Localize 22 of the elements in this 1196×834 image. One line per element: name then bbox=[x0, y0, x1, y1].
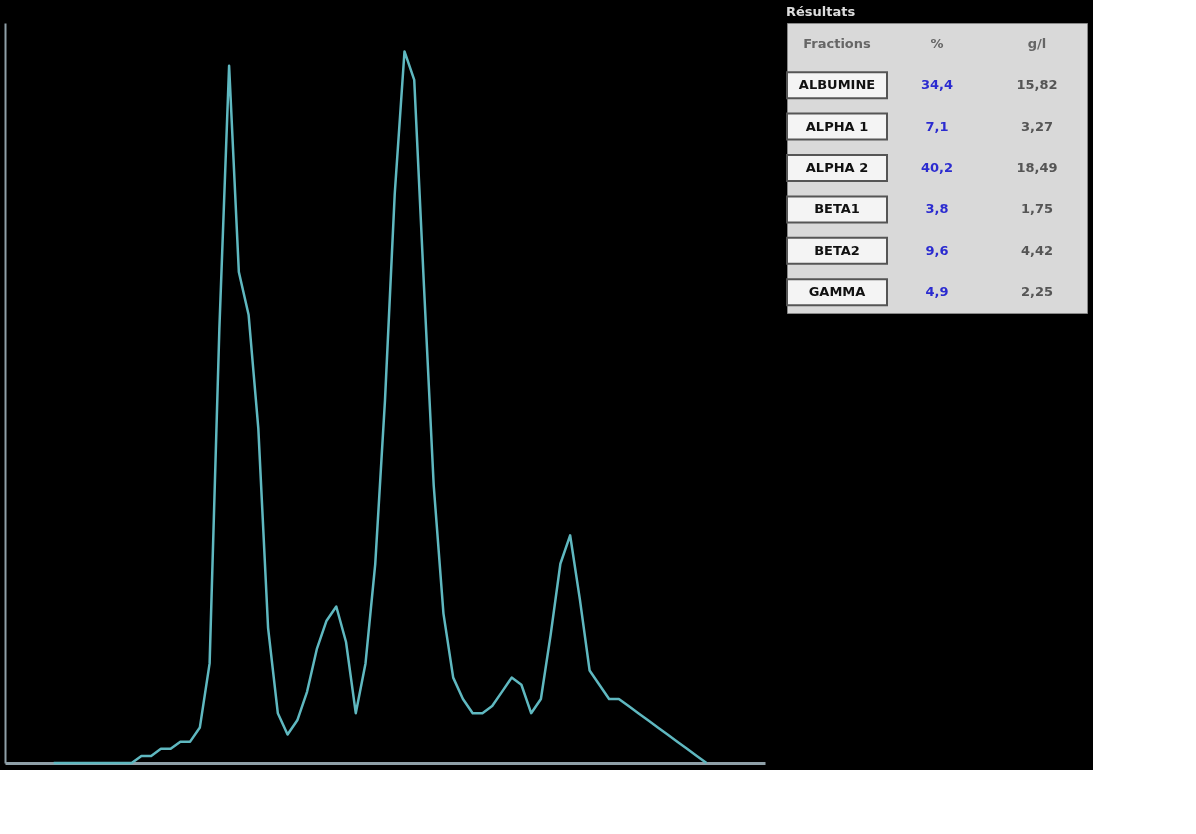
data-label: 4,42 bbox=[1020, 242, 1054, 258]
data-label: 1,75 bbox=[1020, 201, 1054, 217]
data-label: 2,25 bbox=[1020, 284, 1054, 300]
category-label: ALPHA 2 bbox=[805, 160, 869, 175]
data-label: 34,4 bbox=[920, 77, 954, 93]
data-label: 3,8 bbox=[925, 201, 949, 217]
category-label: GAMMA bbox=[808, 284, 866, 300]
data-label: 40,2 bbox=[920, 160, 954, 175]
data-label: 15,82 bbox=[1016, 77, 1058, 93]
category-label: ALPHA 1 bbox=[805, 118, 869, 134]
data-label: 7,1 bbox=[925, 118, 949, 134]
data-label: 4,9 bbox=[925, 284, 949, 300]
category-label: BETA2 bbox=[814, 242, 860, 258]
text: Fractions bbox=[803, 35, 872, 51]
category-label: ALBUMINE bbox=[798, 77, 876, 93]
category-label: BETA1 bbox=[814, 201, 860, 217]
text: Résultats bbox=[786, 4, 856, 19]
data-label: 18,49 bbox=[1016, 160, 1058, 175]
data-label: 9,6 bbox=[925, 242, 949, 258]
data-label: 3,27 bbox=[1020, 118, 1054, 134]
text: g/l bbox=[1027, 35, 1047, 51]
series-label: % bbox=[930, 35, 944, 51]
